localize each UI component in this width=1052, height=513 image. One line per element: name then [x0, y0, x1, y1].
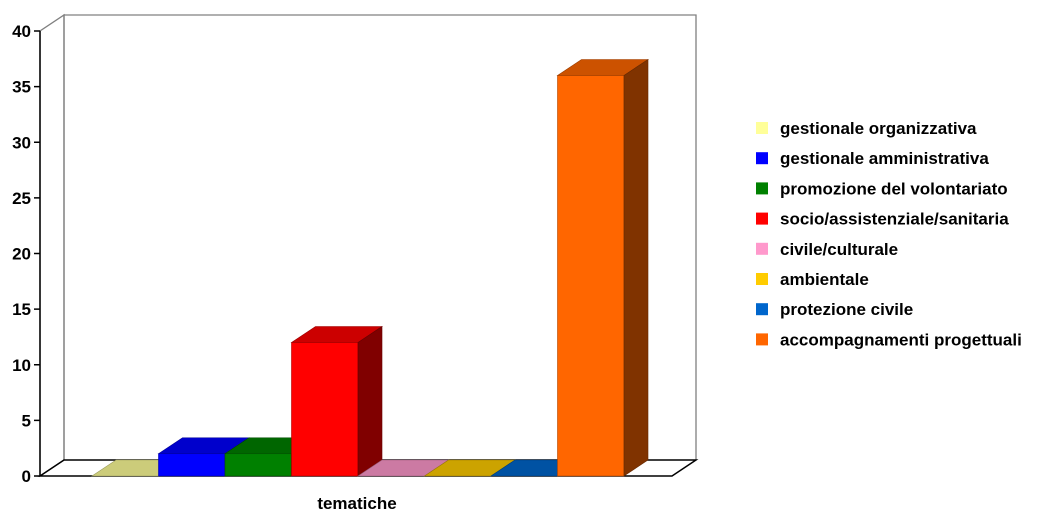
legend-swatch: [756, 152, 768, 165]
y-tick-label: 15: [12, 300, 31, 319]
legend-label: accompagnamenti progettuali: [780, 330, 1022, 349]
bar: [556, 58, 649, 477]
legend-swatch: [756, 122, 768, 134]
y-tick-label: 5: [22, 411, 31, 430]
y-tick-label: 0: [22, 467, 31, 486]
legend-label: socio/assistenziale/sanitaria: [780, 210, 1009, 229]
legend-swatch: [756, 212, 768, 225]
y-tick-label: 25: [12, 189, 31, 208]
x-axis-label: tematiche: [317, 494, 396, 513]
y-tick-label: 30: [12, 133, 31, 152]
legend-label: gestionale amministrativa: [780, 149, 989, 168]
y-tick-label: 20: [12, 245, 31, 264]
bar: [290, 325, 383, 477]
legend-swatch: [756, 303, 768, 316]
y-tick-label: 40: [12, 22, 31, 41]
legend-label: promozione del volontariato: [780, 179, 1008, 198]
y-tick-label: 10: [12, 356, 31, 375]
legend-swatch: [756, 333, 768, 346]
y-axis: 0 5 10 15 20 25 30 35 40: [12, 22, 40, 486]
legend-label: ambientale: [780, 270, 869, 289]
legend-label: gestionale organizzativa: [780, 119, 977, 138]
legend-swatch: [756, 242, 768, 255]
y-tick-label: 35: [12, 78, 31, 97]
legend: gestionale organizzativa gestionale ammin…: [756, 119, 1022, 349]
legend-swatch: [756, 273, 768, 285]
legend-swatch: [756, 182, 768, 195]
legend-label: civile/culturale: [780, 240, 898, 259]
side-wall: [39, 13, 65, 478]
bar-series: [91, 58, 649, 477]
legend-label: protezione civile: [780, 300, 913, 319]
